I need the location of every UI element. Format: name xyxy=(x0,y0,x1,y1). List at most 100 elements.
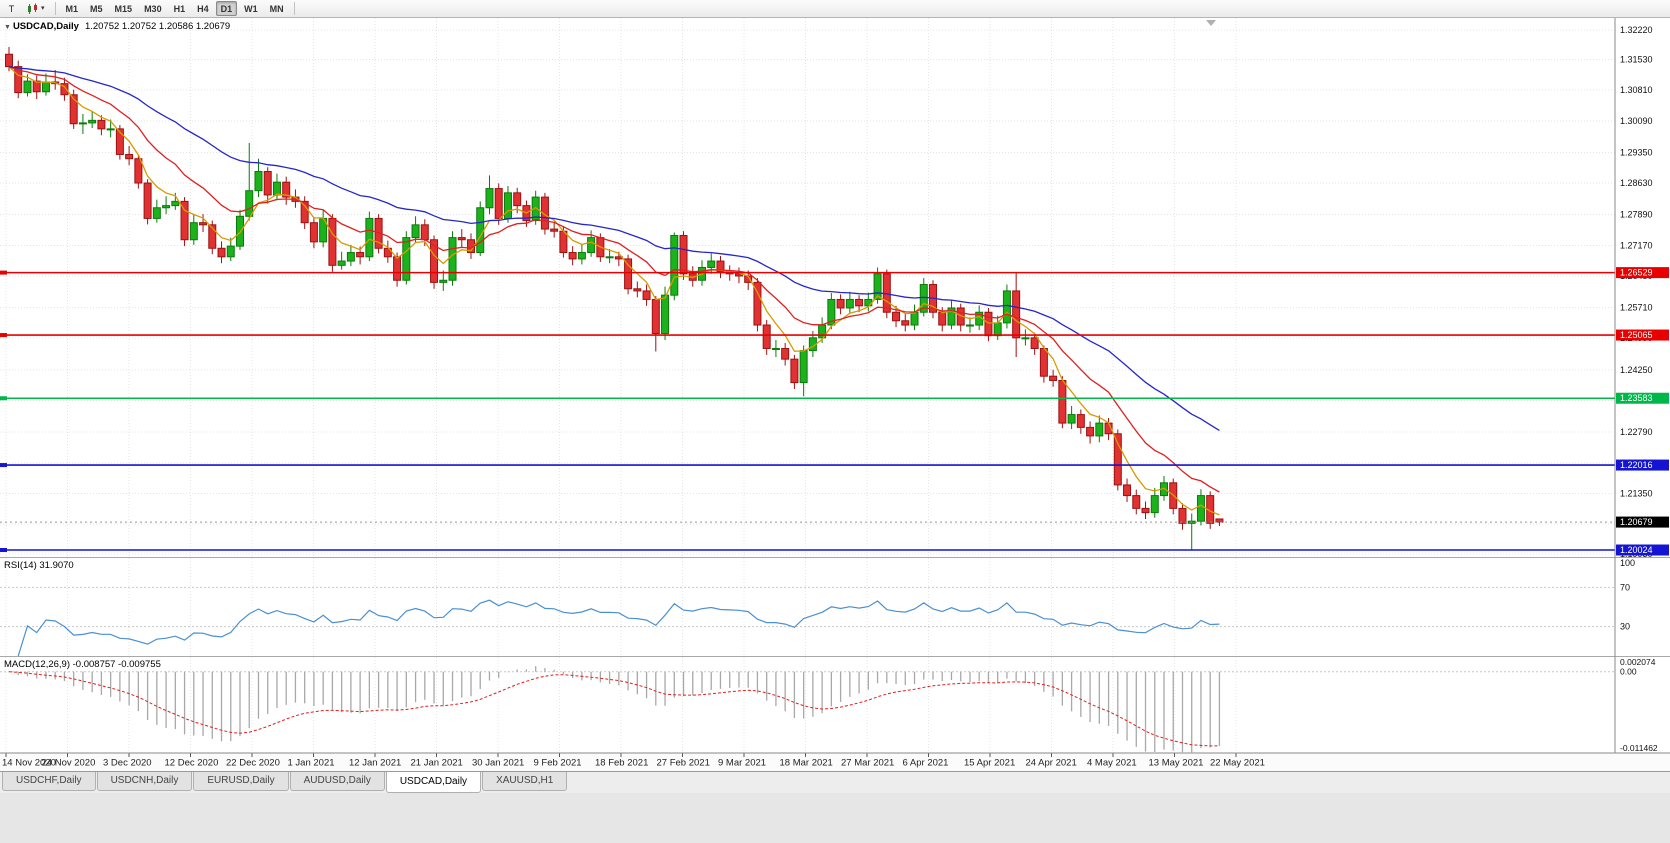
svg-text:6 Apr 2021: 6 Apr 2021 xyxy=(903,758,949,769)
svg-text:18 Mar 2021: 18 Mar 2021 xyxy=(780,758,833,769)
current-price-badge xyxy=(1616,516,1669,528)
svg-text:9 Feb 2021: 9 Feb 2021 xyxy=(534,758,582,769)
timeframe-button-m1[interactable]: M1 xyxy=(65,3,79,14)
svg-text:1.32220: 1.32220 xyxy=(1620,25,1653,35)
line-left-handle xyxy=(0,270,7,275)
svg-text:1.25710: 1.25710 xyxy=(1620,303,1653,313)
svg-text:1.22016: 1.22016 xyxy=(1620,460,1653,470)
window-background xyxy=(0,793,1670,843)
chart-ohlc-values: 1.20752 1.20752 1.20586 1.20679 xyxy=(84,21,231,32)
timeframe-button-m5[interactable]: M5 xyxy=(90,3,103,14)
toolbar-separator xyxy=(293,2,295,15)
tab-usdcad-daily[interactable]: USDCAD,Daily xyxy=(385,772,482,793)
macd-axis-top: 0.002074 xyxy=(1620,657,1656,667)
timeframe-button-h4[interactable]: H4 xyxy=(197,3,209,14)
macd-axis-zero: 0.00 xyxy=(1620,667,1637,677)
collapse-arrow-icon[interactable]: ▼ xyxy=(4,24,11,31)
line-left-handle xyxy=(0,333,7,338)
tab-usdcnh-daily[interactable]: USDCNH,Daily xyxy=(96,772,193,791)
rsi-axis-label: 30 xyxy=(1620,622,1630,632)
rsi-line xyxy=(17,599,1220,656)
price-line-badge xyxy=(1616,459,1669,471)
line-left-handle xyxy=(0,463,7,468)
svg-text:13 May 2021: 13 May 2021 xyxy=(1149,758,1204,769)
rsi-axis-label: 70 xyxy=(1620,582,1630,592)
tab-eurusd-daily[interactable]: EURUSD,Daily xyxy=(193,772,289,791)
line-left-handle xyxy=(0,396,7,401)
svg-text:21 Jan 2021: 21 Jan 2021 xyxy=(411,758,463,769)
svg-text:1.28630: 1.28630 xyxy=(1620,178,1653,188)
timeframe-button-mn[interactable]: MN xyxy=(269,3,284,14)
slow-ma-line[interactable] xyxy=(8,65,1220,431)
timeframe-buttons: M1 M5 M15 M30 H1 H4 D1 W1 MN xyxy=(60,1,290,16)
fast-ma-line[interactable] xyxy=(8,66,1220,516)
tab-xauusd-h1[interactable]: XAUUSD,H1 xyxy=(482,772,568,791)
chart-shift-marker[interactable] xyxy=(1206,20,1216,26)
svg-text:12 Dec 2020: 12 Dec 2020 xyxy=(165,758,219,769)
svg-text:14 Nov 2020: 14 Nov 2020 xyxy=(2,758,56,769)
rsi-axis-label: 100 xyxy=(1620,558,1635,568)
chevron-down-icon: ▾ xyxy=(41,4,45,12)
tab-usdchf-daily[interactable]: USDCHF,Daily xyxy=(2,772,96,791)
svg-text:1.27170: 1.27170 xyxy=(1620,240,1653,250)
svg-text:1.31530: 1.31530 xyxy=(1620,54,1653,64)
svg-text:18 Feb 2021: 18 Feb 2021 xyxy=(595,758,648,769)
svg-text:24 Apr 2021: 24 Apr 2021 xyxy=(1026,758,1077,769)
timeframe-button-m30[interactable]: M30 xyxy=(144,3,162,14)
chart-tabs-bar: USDCHF,Daily USDCNH,Daily EURUSD,Daily AUDU… xyxy=(0,771,1670,793)
grid xyxy=(0,18,1615,753)
mid-ma-line[interactable] xyxy=(8,65,1220,493)
timeframe-button-h1[interactable]: H1 xyxy=(173,3,186,14)
macd-indicator-label: MACD(12,26,9) -0.008757 -0.009755 xyxy=(4,659,161,670)
candlestick-chart-icon xyxy=(28,3,37,14)
svg-text:27 Mar 2021: 27 Mar 2021 xyxy=(841,758,894,769)
chart-symbol-label: USDCAD,Daily xyxy=(12,21,79,32)
timeframe-button-d1[interactable]: D1 xyxy=(215,1,238,16)
svg-text:1.27890: 1.27890 xyxy=(1620,210,1653,220)
price-line-badge xyxy=(1616,392,1669,404)
svg-text:1.22790: 1.22790 xyxy=(1620,427,1653,437)
svg-text:24 Nov 2020: 24 Nov 2020 xyxy=(42,758,96,769)
svg-text:1.21350: 1.21350 xyxy=(1620,488,1653,498)
macd-signal-line xyxy=(8,671,1220,747)
chart-header: ▼ USDCAD,Daily 1.20752 1.20752 1.20586 1.2… xyxy=(4,21,230,32)
template-button[interactable]: T xyxy=(8,3,15,14)
tab-audusd-daily[interactable]: AUDUSD,Daily xyxy=(289,772,385,791)
toolbar-separator xyxy=(54,2,56,15)
svg-text:3 Dec 2020: 3 Dec 2020 xyxy=(103,758,152,769)
candles[interactable] xyxy=(5,46,1224,550)
line-left-handle xyxy=(0,548,7,553)
timeframe-button-m15[interactable]: M15 xyxy=(114,3,133,14)
time-axis-background[interactable] xyxy=(0,753,1670,771)
svg-text:15 Apr 2021: 15 Apr 2021 xyxy=(964,758,1015,769)
svg-text:1.24250: 1.24250 xyxy=(1620,365,1653,375)
svg-text:22 May 2021: 22 May 2021 xyxy=(1210,758,1265,769)
svg-text:9 Mar 2021: 9 Mar 2021 xyxy=(718,758,766,769)
macd-histogram xyxy=(17,666,1221,753)
chart-type-button[interactable]: ▾ xyxy=(22,1,50,16)
rsi-indicator-label: RSI(14) 31.9070 xyxy=(4,560,74,571)
svg-text:1.23583: 1.23583 xyxy=(1620,393,1653,403)
svg-text:1.26529: 1.26529 xyxy=(1620,268,1653,278)
svg-text:22 Dec 2020: 22 Dec 2020 xyxy=(226,758,280,769)
svg-text:1.29350: 1.29350 xyxy=(1620,147,1653,157)
svg-text:1.30810: 1.30810 xyxy=(1620,85,1653,95)
timeframe-button-w1[interactable]: W1 xyxy=(244,3,258,14)
svg-text:27 Feb 2021: 27 Feb 2021 xyxy=(657,758,710,769)
svg-text:1.30090: 1.30090 xyxy=(1620,116,1653,126)
price-line-badge xyxy=(1616,544,1669,556)
svg-text:4 May 2021: 4 May 2021 xyxy=(1087,758,1137,769)
svg-text:1.20679: 1.20679 xyxy=(1620,517,1653,527)
toolbar: T ▾ M1 M5 M15 M30 H1 H4 D1 W1 MN xyxy=(0,0,1670,18)
svg-text:1.25065: 1.25065 xyxy=(1620,330,1653,340)
price-line-badge xyxy=(1616,329,1669,341)
chart-background[interactable] xyxy=(0,18,1670,753)
svg-text:1.20024: 1.20024 xyxy=(1620,545,1653,555)
macd-axis-bottom: -0.011462 xyxy=(1620,743,1658,753)
svg-text:1 Jan 2021: 1 Jan 2021 xyxy=(288,758,335,769)
svg-text:30 Jan 2021: 30 Jan 2021 xyxy=(472,758,524,769)
price-line-badge xyxy=(1616,267,1669,279)
